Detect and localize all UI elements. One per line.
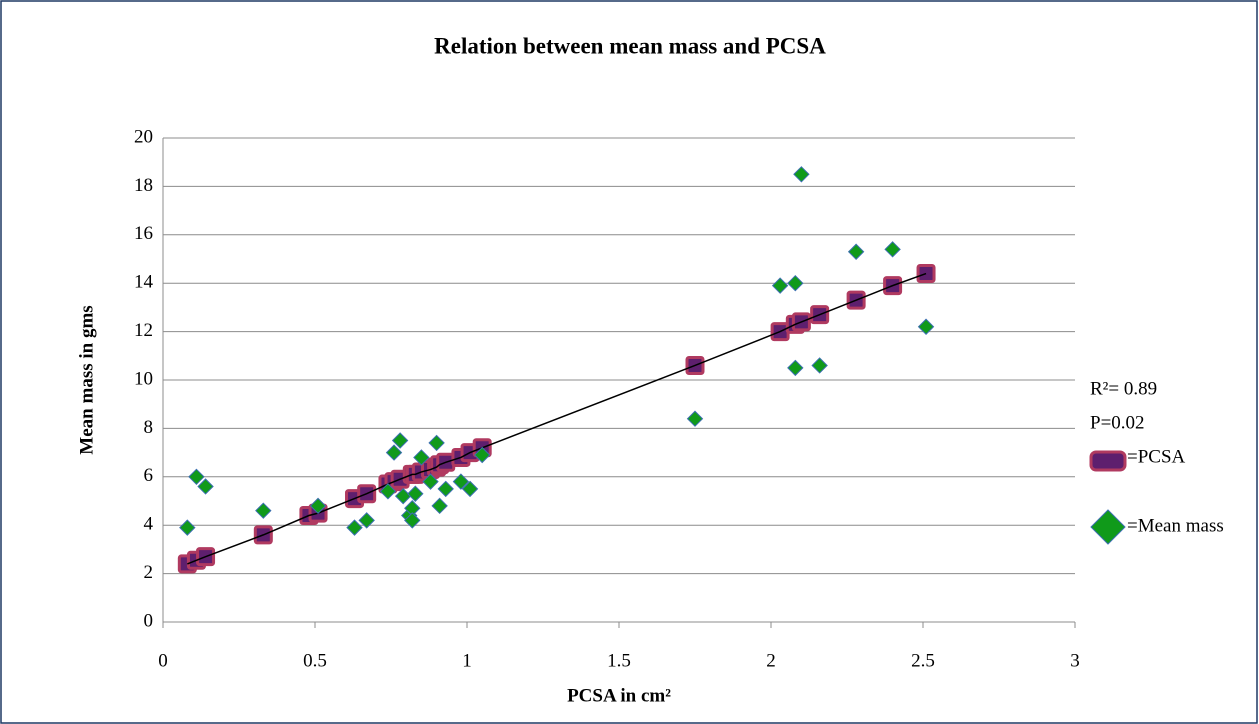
x-tick-label: 1 [462, 650, 472, 671]
point [255, 502, 272, 519]
point [379, 483, 397, 500]
point [437, 480, 454, 498]
point [787, 359, 804, 377]
point [188, 468, 205, 486]
y-tick-label: 0 [144, 610, 154, 631]
point [793, 166, 810, 183]
x-tick-label: 1.5 [607, 650, 631, 671]
point [197, 478, 214, 495]
point [428, 434, 445, 452]
trend-line [187, 272, 927, 565]
y-tick-label: 20 [134, 126, 153, 147]
point [385, 444, 403, 461]
point [787, 274, 804, 292]
point [473, 446, 491, 464]
point [461, 480, 479, 498]
y-tick-label: 2 [144, 562, 154, 583]
point [404, 512, 421, 529]
annotation: R²= 0.89 [1090, 378, 1157, 399]
x-axis-label: PCSA in cm² [567, 685, 671, 706]
point [811, 357, 828, 374]
y-tick-label: 10 [134, 368, 153, 389]
legend-label: =PCSA [1127, 446, 1186, 467]
point [771, 277, 789, 294]
point [346, 519, 363, 536]
x-tick-label: 2 [766, 650, 776, 671]
y-tick-label: 14 [134, 272, 154, 293]
point [309, 497, 327, 515]
y-tick-label: 16 [134, 223, 153, 244]
point [884, 241, 901, 258]
legend-marker [1089, 450, 1127, 472]
point [431, 497, 448, 515]
x-tick-label: 3 [1070, 650, 1080, 671]
y-tick-label: 12 [134, 320, 153, 341]
legend-label: =Mean mass [1127, 515, 1224, 536]
point [407, 485, 424, 502]
point [358, 512, 375, 529]
point [847, 243, 865, 260]
point [422, 473, 439, 490]
y-tick-label: 4 [144, 514, 154, 535]
point [179, 519, 196, 536]
point [917, 318, 935, 335]
point [452, 473, 470, 490]
chart-title: Relation between mean mass and PCSA [434, 33, 826, 58]
annotation: P=0.02 [1090, 412, 1145, 433]
y-tick-label: 6 [144, 465, 154, 486]
point [391, 432, 409, 449]
x-tick-label: 0 [158, 650, 168, 671]
point [413, 449, 430, 466]
y-axis-label: Mean mass in gms [76, 305, 97, 454]
x-tick-label: 2.5 [911, 650, 935, 671]
y-tick-label: 18 [134, 175, 153, 196]
y-tick-label: 8 [144, 417, 154, 438]
legend-marker [1090, 509, 1126, 545]
x-tick-label: 0.5 [303, 650, 327, 671]
point [686, 410, 704, 427]
